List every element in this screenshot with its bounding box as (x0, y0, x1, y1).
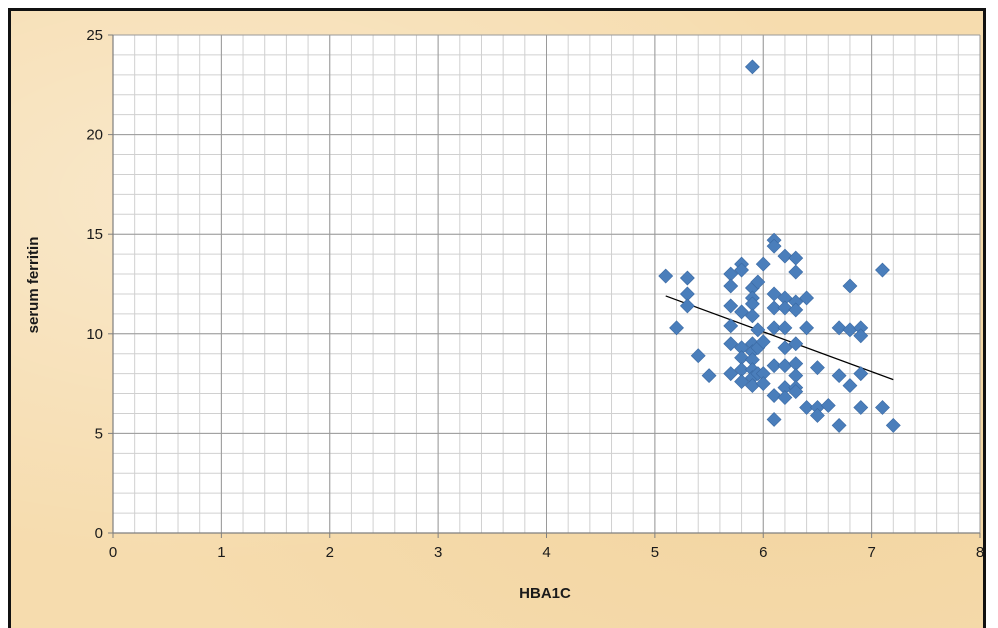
data-point (734, 304, 749, 320)
data-point (788, 336, 804, 352)
data-point (831, 320, 847, 336)
data-point (755, 256, 771, 272)
x-tick-label: 1 (217, 544, 225, 561)
data-point (799, 320, 815, 336)
data-point (701, 368, 717, 384)
x-tick-label: 5 (651, 544, 659, 561)
x-axis-title: HBA1C (519, 585, 571, 602)
data-point (723, 298, 739, 314)
x-tick-label: 6 (759, 544, 767, 561)
data-point (658, 268, 674, 284)
data-point (799, 400, 815, 415)
y-tick-label: 25 (86, 27, 103, 44)
data-point (810, 360, 825, 376)
data-point (744, 308, 760, 324)
data-point (679, 298, 695, 314)
x-tick-label: 4 (542, 544, 550, 561)
data-point (734, 374, 749, 390)
data-point (853, 366, 869, 382)
data-point (810, 408, 825, 423)
data-point (723, 366, 739, 382)
data-point (755, 334, 771, 350)
data-point (777, 248, 793, 264)
y-tick-label: 5 (95, 425, 103, 442)
data-point (820, 398, 836, 413)
x-tick-label: 0 (109, 544, 117, 561)
x-tick-label: 8 (976, 544, 984, 561)
data-point (766, 238, 782, 254)
data-point (831, 418, 847, 433)
data-point (853, 328, 869, 344)
data-point (788, 302, 804, 318)
axes (108, 34, 981, 538)
x-tick-label: 2 (326, 544, 334, 561)
data-point (831, 368, 847, 384)
data-point (788, 384, 804, 399)
trendline (665, 295, 894, 381)
y-tick-label: 20 (86, 127, 103, 144)
x-tick-label: 7 (867, 544, 875, 561)
y-tick-label: 0 (95, 525, 103, 542)
data-point (766, 320, 782, 336)
data-point (766, 388, 782, 403)
data-point (885, 418, 901, 433)
data-point (842, 378, 858, 394)
data-point (723, 278, 739, 294)
y-tick-labels: 0 5 10 15 20 25 (86, 27, 103, 542)
data-point (723, 318, 739, 334)
data-point (744, 59, 760, 75)
data-point (755, 376, 771, 392)
x-tick-label: 3 (434, 544, 442, 561)
data-point (734, 262, 749, 278)
y-tick-label: 10 (86, 326, 103, 343)
data-point (766, 412, 782, 427)
y-axis-title: serum ferritin (25, 237, 42, 334)
data-points (658, 59, 901, 433)
data-point (788, 264, 804, 280)
data-point (875, 400, 890, 415)
data-point (669, 320, 684, 336)
data-point (875, 262, 890, 278)
data-point (766, 300, 782, 316)
data-point (690, 348, 706, 364)
data-point (766, 358, 782, 374)
data-point (777, 320, 793, 336)
x-tick-labels: 0 1 2 3 4 5 6 7 8 (109, 544, 984, 561)
trendline-group (665, 295, 894, 381)
data-point (777, 340, 793, 356)
data-point (750, 322, 766, 338)
data-point (799, 290, 815, 306)
data-point (777, 300, 793, 316)
data-point (842, 278, 858, 294)
data-point (679, 270, 695, 286)
data-point (723, 336, 739, 352)
data-point (853, 400, 869, 415)
y-tick-label: 15 (86, 226, 103, 243)
data-point (777, 390, 793, 405)
data-point (750, 274, 766, 290)
